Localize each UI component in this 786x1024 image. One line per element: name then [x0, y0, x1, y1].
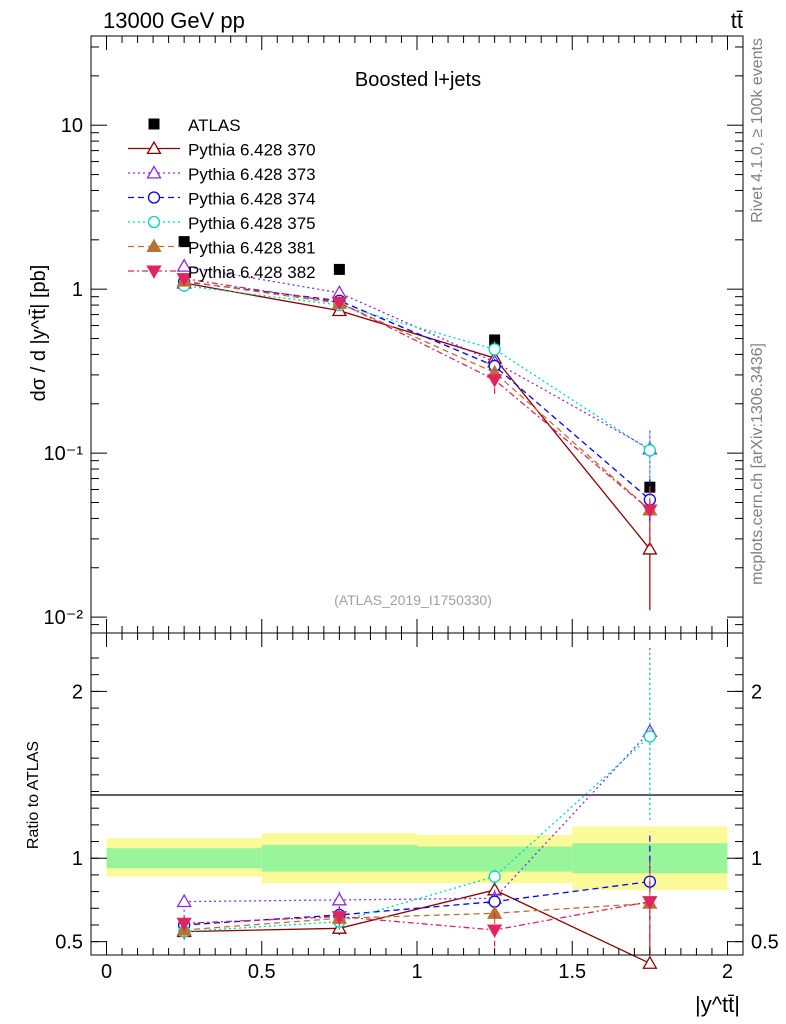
main-title: Boosted l+jets — [355, 69, 481, 91]
point-ATLAS — [333, 263, 345, 275]
point-382 — [176, 273, 192, 287]
series-line-374 — [184, 281, 651, 501]
legend-marker — [146, 238, 162, 253]
legend-marker — [147, 215, 161, 229]
main-y-tick-label: 10⁻² — [44, 607, 84, 629]
legend-label: Pythia 6.428 382 — [188, 263, 316, 282]
mcplots-label: mcplots.cern.ch [arXiv:1306.3436] — [749, 343, 766, 585]
ratio-point-382 — [642, 896, 658, 910]
header-left: 13000 GeV pp — [103, 8, 245, 33]
legend-label: Pythia 6.428 373 — [188, 165, 316, 184]
ratio-line-374 — [184, 880, 650, 926]
ratio-line-370 — [184, 889, 651, 964]
x-tick-label: 2 — [722, 961, 733, 983]
x-tick-label: 0 — [101, 961, 112, 983]
main-y-tick-label: 10 — [61, 115, 83, 137]
ratio-series-382 — [176, 859, 658, 947]
ratio-band-inner — [261, 844, 417, 872]
rivet-label: Rivet 4.1.0, ≥ 100k events — [749, 38, 766, 223]
main-y-axis-label: dσ / d |y^tt̄| [pb] — [28, 265, 50, 402]
ratio-y-tick-label-right: 0.5 — [751, 932, 779, 954]
point-373 — [176, 258, 192, 272]
legend-label: ATLAS — [188, 116, 241, 135]
legend-marker — [146, 140, 162, 155]
legend-marker — [146, 165, 162, 179]
header-right: tt̄ — [731, 8, 743, 33]
ratio-y-tick-label: 1 — [72, 848, 83, 870]
ratio-axis-ticks: 0.5 0.5 1 1 2 2 0 0.5 1 1.5 2 — [55, 633, 779, 983]
series-line-381 — [184, 280, 651, 511]
ratio-line-375 — [184, 735, 651, 933]
series-382 — [176, 273, 658, 547]
legend-item-381: Pythia 6.428 381 — [128, 239, 316, 258]
legend-marker — [147, 191, 161, 204]
legend-item-ATLAS: ATLAS — [148, 116, 241, 135]
series-line-382 — [184, 277, 651, 511]
x-tick-label: 0.5 — [248, 961, 276, 983]
ratio-line-382 — [184, 900, 650, 931]
ratio-line-381 — [184, 902, 650, 931]
x-tick-label: 1.5 — [558, 961, 586, 983]
main-panel: 10⁻² 10⁻¹ 1 10 Boosted l+jets (ATLAS_2019_I… — [28, 35, 744, 634]
ratio-point-374 — [488, 895, 501, 908]
ratio-y-axis-label: Ratio to ATLAS — [25, 741, 42, 849]
legend-marker — [148, 118, 160, 130]
ratio-y-tick-label: 0.5 — [55, 932, 83, 954]
ratio-point-373 — [176, 893, 192, 908]
legend-label: Pythia 6.428 374 — [188, 190, 316, 209]
legend-label: Pythia 6.428 370 — [188, 141, 316, 160]
ratio-series-group — [176, 648, 658, 969]
main-series-group — [176, 236, 658, 611]
ratio-y-tick-label-right: 1 — [751, 848, 762, 870]
ratio-point-382 — [486, 924, 503, 938]
main-y-tick-label: 10⁻¹ — [44, 443, 84, 465]
ratio-panel: 0.5 0.5 1 1 2 2 0 0.5 1 1.5 2 Ratio to ATLAS |y^tt… — [25, 632, 779, 1017]
ratio-point-382 — [176, 917, 192, 932]
ratio-point-382 — [331, 911, 348, 925]
point-375 — [643, 444, 657, 457]
series-line-375 — [184, 285, 651, 451]
legend-item-375: Pythia 6.428 375 — [128, 214, 316, 233]
legend-item-382: Pythia 6.428 382 — [128, 263, 316, 282]
point-382 — [486, 374, 503, 388]
x-tick-label: 1 — [411, 961, 422, 983]
legend-item-370: Pythia 6.428 370 — [128, 141, 316, 160]
ratio-point-375 — [488, 870, 501, 883]
point-ATLAS — [489, 334, 501, 346]
legend-label: Pythia 6.428 375 — [188, 214, 316, 233]
legend: ATLAS Pythia 6.428 370 Pythia 6.428 373 Pyt… — [128, 116, 316, 282]
point-382 — [331, 296, 348, 311]
ratio-y-tick-label-right: 2 — [751, 681, 762, 703]
x-axis-label: |y^tt̄| — [695, 992, 740, 1017]
legend-marker — [146, 265, 162, 279]
main-y-tick-label: 1 — [72, 279, 83, 301]
ratio-band-inner — [106, 848, 262, 869]
point-382 — [642, 504, 658, 518]
point-375 — [488, 343, 501, 356]
analysis-watermark: (ATLAS_2019_I1750330) — [334, 592, 492, 608]
point-ATLAS — [178, 236, 190, 248]
series-line-370 — [184, 282, 651, 550]
ratio-point-375 — [643, 730, 657, 743]
series-line-373 — [184, 265, 651, 450]
ratio-band-inner — [417, 846, 573, 872]
legend-item-373: Pythia 6.428 373 — [128, 165, 316, 184]
legend-label: Pythia 6.428 381 — [188, 239, 316, 258]
ratio-y-tick-label: 2 — [72, 681, 83, 703]
ratio-point-370 — [642, 955, 658, 969]
ratio-point-373 — [331, 892, 348, 906]
main-axis-ticks: 10⁻² 10⁻¹ 1 10 — [44, 36, 743, 634]
point-370 — [642, 541, 658, 555]
legend-item-374: Pythia 6.428 374 — [128, 190, 316, 209]
